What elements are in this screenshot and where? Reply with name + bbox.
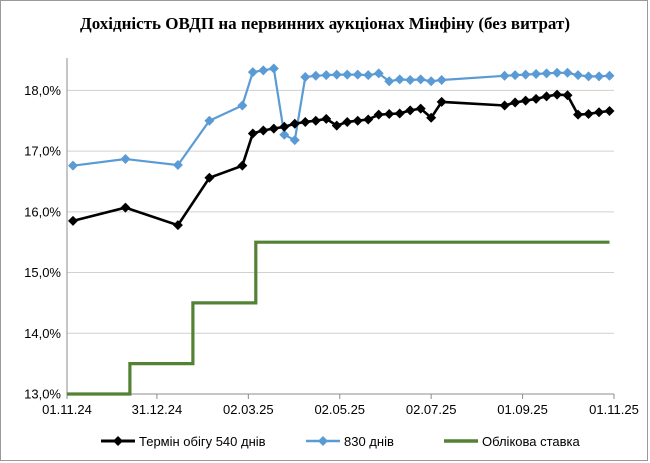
series-540-point <box>204 172 215 183</box>
series-830-point <box>363 70 374 81</box>
y-tick-label: 14,0% <box>24 326 61 341</box>
series-layer <box>67 63 615 396</box>
series-830-point <box>552 67 563 78</box>
x-tick-label: 31.12.24 <box>132 402 183 417</box>
y-tick-label: 17,0% <box>24 144 61 159</box>
series-830-point <box>373 68 384 79</box>
series-540-point <box>415 103 426 114</box>
series-830-point <box>531 68 542 79</box>
series-830-point <box>120 153 131 164</box>
series-830-point <box>310 70 321 81</box>
series-830-point <box>352 69 363 80</box>
x-tick-label: 01.09.25 <box>497 402 548 417</box>
series-540-point <box>552 89 563 100</box>
series-540-point <box>520 95 531 106</box>
series-830-point <box>499 70 510 81</box>
x-tick-label: 02.03.25 <box>223 402 274 417</box>
series-830-point <box>541 68 552 79</box>
series-540-point <box>499 100 510 111</box>
series-830-point <box>384 76 395 87</box>
series-540-point <box>426 112 437 123</box>
series-830-point <box>247 67 258 78</box>
gridlines <box>67 89 614 334</box>
legend: Термін обігу 540 днів 830 днів Облікова ст… <box>101 434 581 449</box>
series-830-point <box>520 69 531 80</box>
x-axis-ticks: 01.11.24 31.12.24 02.03.25 02.05.25 02.07.25… <box>42 394 639 417</box>
series-540-point <box>573 109 584 120</box>
series-830-point <box>573 70 584 81</box>
series-540-point <box>384 109 395 120</box>
x-tick-label: 02.05.25 <box>314 402 365 417</box>
series-830-point <box>562 67 573 78</box>
series-540-point <box>594 107 605 118</box>
y-axis-ticks: 13,0% 14,0% 15,0% 16,0% 17,0% 18,0% <box>24 83 61 402</box>
series-540-point <box>510 97 521 108</box>
series-540-point <box>363 114 374 125</box>
x-tick-label: 01.11.25 <box>589 402 639 417</box>
series-540-point <box>394 108 405 119</box>
series-540-point <box>531 93 542 104</box>
series-830-point <box>510 70 521 81</box>
series-830-point <box>321 70 332 81</box>
series-540-point <box>583 109 594 120</box>
legend-swatch-marker <box>318 436 328 446</box>
series-540-point <box>321 113 332 124</box>
series-540-line <box>72 93 610 227</box>
series-830-point <box>583 71 594 82</box>
series-540-point <box>331 120 342 131</box>
series-540-point <box>562 90 573 101</box>
series-540-point <box>247 128 258 139</box>
series-540-point <box>541 91 552 102</box>
y-tick-label: 16,0% <box>24 204 61 219</box>
y-tick-label: 18,0% <box>24 83 61 98</box>
series-830-point <box>436 75 447 86</box>
series-540-point <box>342 116 353 127</box>
series-540-point <box>120 202 131 213</box>
series-830-point <box>415 74 426 85</box>
series-540-point <box>604 106 615 117</box>
series-540-point <box>405 105 416 116</box>
series-discount-rate-line <box>67 240 610 396</box>
legend-label: Термін обігу 540 днів <box>139 434 266 449</box>
series-540-point <box>268 123 279 134</box>
axes <box>66 58 614 395</box>
series-830-point <box>237 100 248 111</box>
series-830-point <box>289 135 300 146</box>
series-540-point <box>436 96 447 107</box>
series-830-point <box>426 76 437 87</box>
series-830-point <box>594 71 605 82</box>
series-540-point <box>237 160 248 171</box>
series-830-point <box>67 160 78 171</box>
series-830-point <box>331 69 342 80</box>
series-540-point <box>279 121 290 132</box>
series-830-point <box>300 72 311 83</box>
series-540-point <box>172 220 183 231</box>
series-540-point <box>373 109 384 120</box>
series-830-point <box>279 129 290 140</box>
legend-label: 830 днів <box>344 434 394 449</box>
x-tick-label: 02.07.25 <box>406 402 457 417</box>
series-540-point <box>289 118 300 129</box>
y-tick-label: 13,0% <box>24 387 61 402</box>
legend-swatch-marker <box>113 436 123 446</box>
y-tick-label: 15,0% <box>24 265 61 280</box>
series-830-point <box>172 160 183 171</box>
series-830-point <box>394 74 405 85</box>
x-tick-label: 01.11.24 <box>42 402 92 417</box>
series-540-point <box>258 125 269 136</box>
series-540-point <box>300 116 311 127</box>
chart-title: Дохідність ОВДП на первинних аукціонах М… <box>80 14 570 33</box>
series-540-point <box>310 115 321 126</box>
series-540-point <box>67 215 78 226</box>
legend-label: Облікова ставка <box>482 434 581 449</box>
series-830-point <box>342 69 353 80</box>
series-830-point <box>268 63 279 74</box>
series-830-point <box>405 75 416 86</box>
series-540-point <box>352 115 363 126</box>
series-830-point <box>204 115 215 126</box>
series-830-point <box>604 70 615 81</box>
series-830-point <box>258 65 269 76</box>
